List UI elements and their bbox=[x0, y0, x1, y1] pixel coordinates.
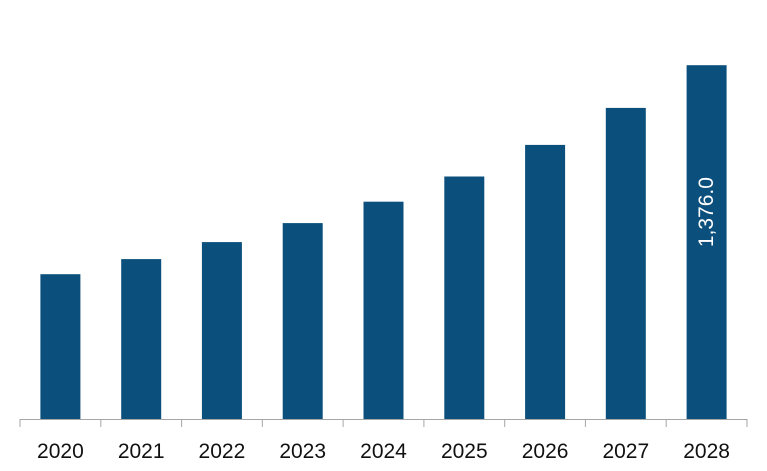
x-axis: 2020 2021 2022 2023 2024 2025 2026 2027 2028 bbox=[19, 419, 748, 463]
bar-2026 bbox=[525, 144, 566, 419]
bar-2027 bbox=[605, 107, 646, 420]
bar-2023 bbox=[282, 223, 323, 419]
data-labels-layer: 1,376.0 bbox=[695, 177, 718, 247]
x-tick-label-2024: 2024 bbox=[360, 440, 407, 463]
bar-2025 bbox=[444, 176, 485, 419]
x-tick-label-2025: 2025 bbox=[441, 440, 488, 463]
x-tick-label-2028: 2028 bbox=[683, 440, 730, 463]
x-tick-label-2023: 2023 bbox=[279, 440, 326, 463]
x-tick-label-2022: 2022 bbox=[199, 440, 246, 463]
x-tick-label-2027: 2027 bbox=[602, 440, 649, 463]
bar-2022 bbox=[201, 242, 242, 419]
bar-2020 bbox=[40, 274, 81, 419]
x-tick-label-2026: 2026 bbox=[522, 440, 569, 463]
bar-2021 bbox=[121, 259, 162, 419]
bar-2028 bbox=[686, 65, 727, 419]
bar-2024 bbox=[363, 201, 404, 419]
x-tick-label-2021: 2021 bbox=[118, 440, 165, 463]
x-tick-label-2020: 2020 bbox=[37, 440, 84, 463]
bars-layer bbox=[40, 65, 727, 420]
data-label-2028: 1,376.0 bbox=[695, 177, 718, 247]
